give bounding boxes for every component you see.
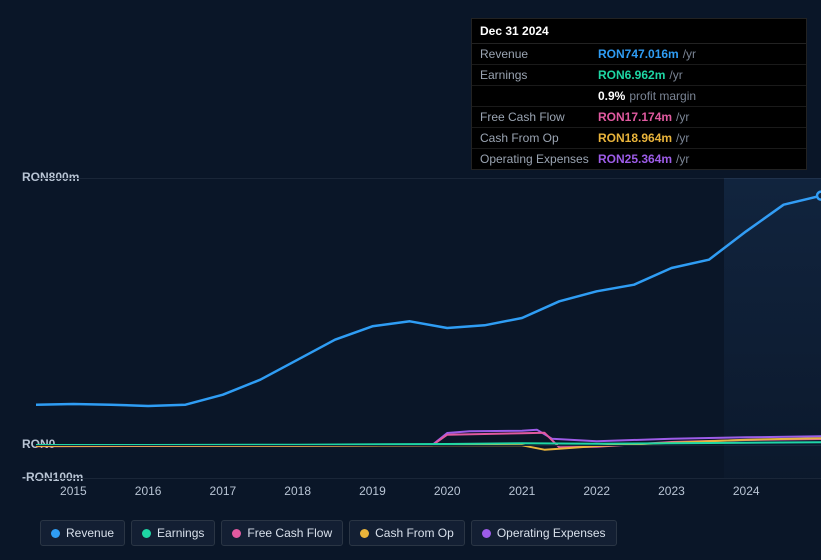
tooltip-row: EarningsRON6.962m/yr	[472, 65, 806, 86]
legend-item[interactable]: Operating Expenses	[471, 520, 617, 546]
legend-label: Cash From Op	[375, 526, 454, 540]
legend-swatch-icon	[482, 529, 491, 538]
x-axis-tick-label: 2018	[284, 484, 311, 498]
tooltip-metric-label	[480, 89, 598, 103]
legend-label: Earnings	[157, 526, 204, 540]
tooltip-metric-value: RON25.364m/yr	[598, 152, 689, 166]
legend-swatch-icon	[360, 529, 369, 538]
legend-label: Free Cash Flow	[247, 526, 332, 540]
x-axis-tick-label: 2021	[509, 484, 536, 498]
series-line	[36, 196, 821, 406]
x-axis-tick-label: 2020	[434, 484, 461, 498]
tooltip-metric-value: RON18.964m/yr	[598, 131, 689, 145]
tooltip-metric-label: Operating Expenses	[480, 152, 598, 166]
financial-chart: Dec 31 2024 RevenueRON747.016m/yrEarning…	[18, 0, 821, 560]
chart-legend: Revenue Earnings Free Cash Flow Cash From O…	[40, 520, 617, 546]
legend-label: Revenue	[66, 526, 114, 540]
line-chart-svg	[36, 178, 821, 478]
tooltip-metric-value: 0.9%profit margin	[598, 89, 696, 103]
gridline	[36, 178, 821, 179]
tooltip-metric-label: Earnings	[480, 68, 598, 82]
tooltip-metric-label: Free Cash Flow	[480, 110, 598, 124]
legend-item[interactable]: Revenue	[40, 520, 125, 546]
x-axis-tick-label: 2023	[658, 484, 685, 498]
legend-swatch-icon	[142, 529, 151, 538]
legend-item[interactable]: Free Cash Flow	[221, 520, 343, 546]
tooltip-metric-value: RON6.962m/yr	[598, 68, 683, 82]
tooltip-row: Cash From OpRON18.964m/yr	[472, 128, 806, 149]
tooltip-metric-value: RON747.016m/yr	[598, 47, 696, 61]
tooltip-metric-label: Cash From Op	[480, 131, 598, 145]
x-axis-tick-label: 2016	[135, 484, 162, 498]
tooltip-metric-label: Revenue	[480, 47, 598, 61]
gridline	[36, 445, 821, 446]
x-axis-tick-label: 2015	[60, 484, 87, 498]
tooltip-date: Dec 31 2024	[472, 19, 806, 44]
tooltip-row: 0.9%profit margin	[472, 86, 806, 107]
gridline	[36, 478, 821, 479]
legend-item[interactable]: Cash From Op	[349, 520, 465, 546]
chart-tooltip: Dec 31 2024 RevenueRON747.016m/yrEarning…	[471, 18, 807, 170]
forecast-highlight-band	[724, 178, 821, 478]
legend-label: Operating Expenses	[497, 526, 606, 540]
tooltip-row: Operating ExpensesRON25.364m/yr	[472, 149, 806, 169]
x-axis-tick-label: 2019	[359, 484, 386, 498]
plot-area[interactable]	[36, 178, 821, 478]
x-axis-tick-label: 2024	[733, 484, 760, 498]
legend-swatch-icon	[51, 529, 60, 538]
tooltip-row: Free Cash FlowRON17.174m/yr	[472, 107, 806, 128]
tooltip-metric-value: RON17.174m/yr	[598, 110, 689, 124]
x-axis-tick-label: 2022	[583, 484, 610, 498]
legend-item[interactable]: Earnings	[131, 520, 215, 546]
legend-swatch-icon	[232, 529, 241, 538]
tooltip-row: RevenueRON747.016m/yr	[472, 44, 806, 65]
x-axis-tick-label: 2017	[210, 484, 237, 498]
